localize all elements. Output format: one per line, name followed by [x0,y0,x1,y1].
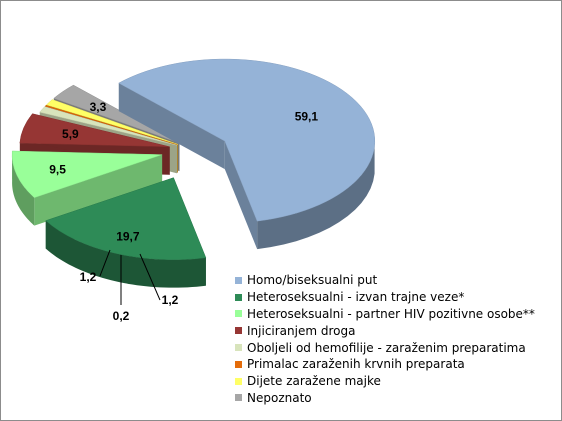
leader-line-6 [99,249,111,277]
pie-slice-top-5 [44,104,178,146]
legend-swatch [235,293,242,301]
legend-item: Injiciranjem droga [235,322,557,339]
legend-label: Homo/biseksualni put [247,273,378,288]
data-label-4: 1,2 [162,293,179,307]
legend-label: Primalac zaraženih krvnih preparata [247,357,465,372]
pie-slice-top-3 [19,113,170,148]
leader-line-4 [139,253,161,301]
legend-item: Primalac zaraženih krvnih preparata [235,356,557,373]
legend-swatch [235,276,242,284]
pie-slice-wall-0 [257,145,375,250]
pie-slice-top-6 [45,99,178,145]
legend-item: Homo/biseksualni put [235,272,557,289]
data-label-6: 1,2 [80,270,97,284]
pie-slice-top-7 [53,84,180,144]
legend-item: Dijete zaražene majke [235,373,557,390]
legend-label: Heteroseksualni - izvan trajne veze* [247,290,465,305]
pie-slice-1 [45,177,207,288]
legend-item: Oboljeli od hemofilije - zaraženim prepa… [235,339,557,356]
pie-slice-wall-2 [12,153,35,226]
data-label-1: 19,7 [116,230,140,244]
legend-label: Oboljeli od hemofilije - zaraženim prepa… [247,340,526,355]
legend-item: Heteroseksualni - izvan trajne veze* [235,289,557,306]
legend-item: Heteroseksualni - partner HIV pozitivne … [235,306,557,323]
legend-label: Dijete zaražene majke [247,374,381,389]
pie-slice-side-0 [224,141,258,250]
legend-label: Injiciranjem droga [247,323,356,338]
data-label-0: 59,1 [295,110,319,124]
data-label-7: 3,3 [90,100,107,114]
data-label-5: 0,2 [113,309,130,323]
pie-slice-0 [118,58,376,250]
pie-slice-wall-1 [45,220,206,288]
pie-slice-top-2 [11,150,163,198]
legend-item: Nepoznato [235,390,557,407]
pie-slice-top-0 [118,58,376,222]
legend-swatch [235,310,242,318]
legend-swatch [235,360,242,368]
data-label-3: 5,9 [62,127,79,141]
legend-swatch [235,377,242,385]
pie-slice-top-4 [39,106,178,146]
legend-swatch [235,344,242,352]
legend-label: Nepoznato [247,390,312,405]
legend-swatch [235,327,242,335]
pie-slice-top-1 [45,177,207,260]
legend: Homo/biseksualni put Heteroseksualni - iz… [235,272,557,406]
pie-slice-side-0 [118,83,225,170]
legend-label: Heteroseksualni - partner HIV pozitivne … [247,306,535,321]
pie-slice-2 [11,150,163,226]
legend-swatch [235,394,242,402]
pie-slices [11,58,376,288]
data-label-2: 9,5 [49,162,66,176]
